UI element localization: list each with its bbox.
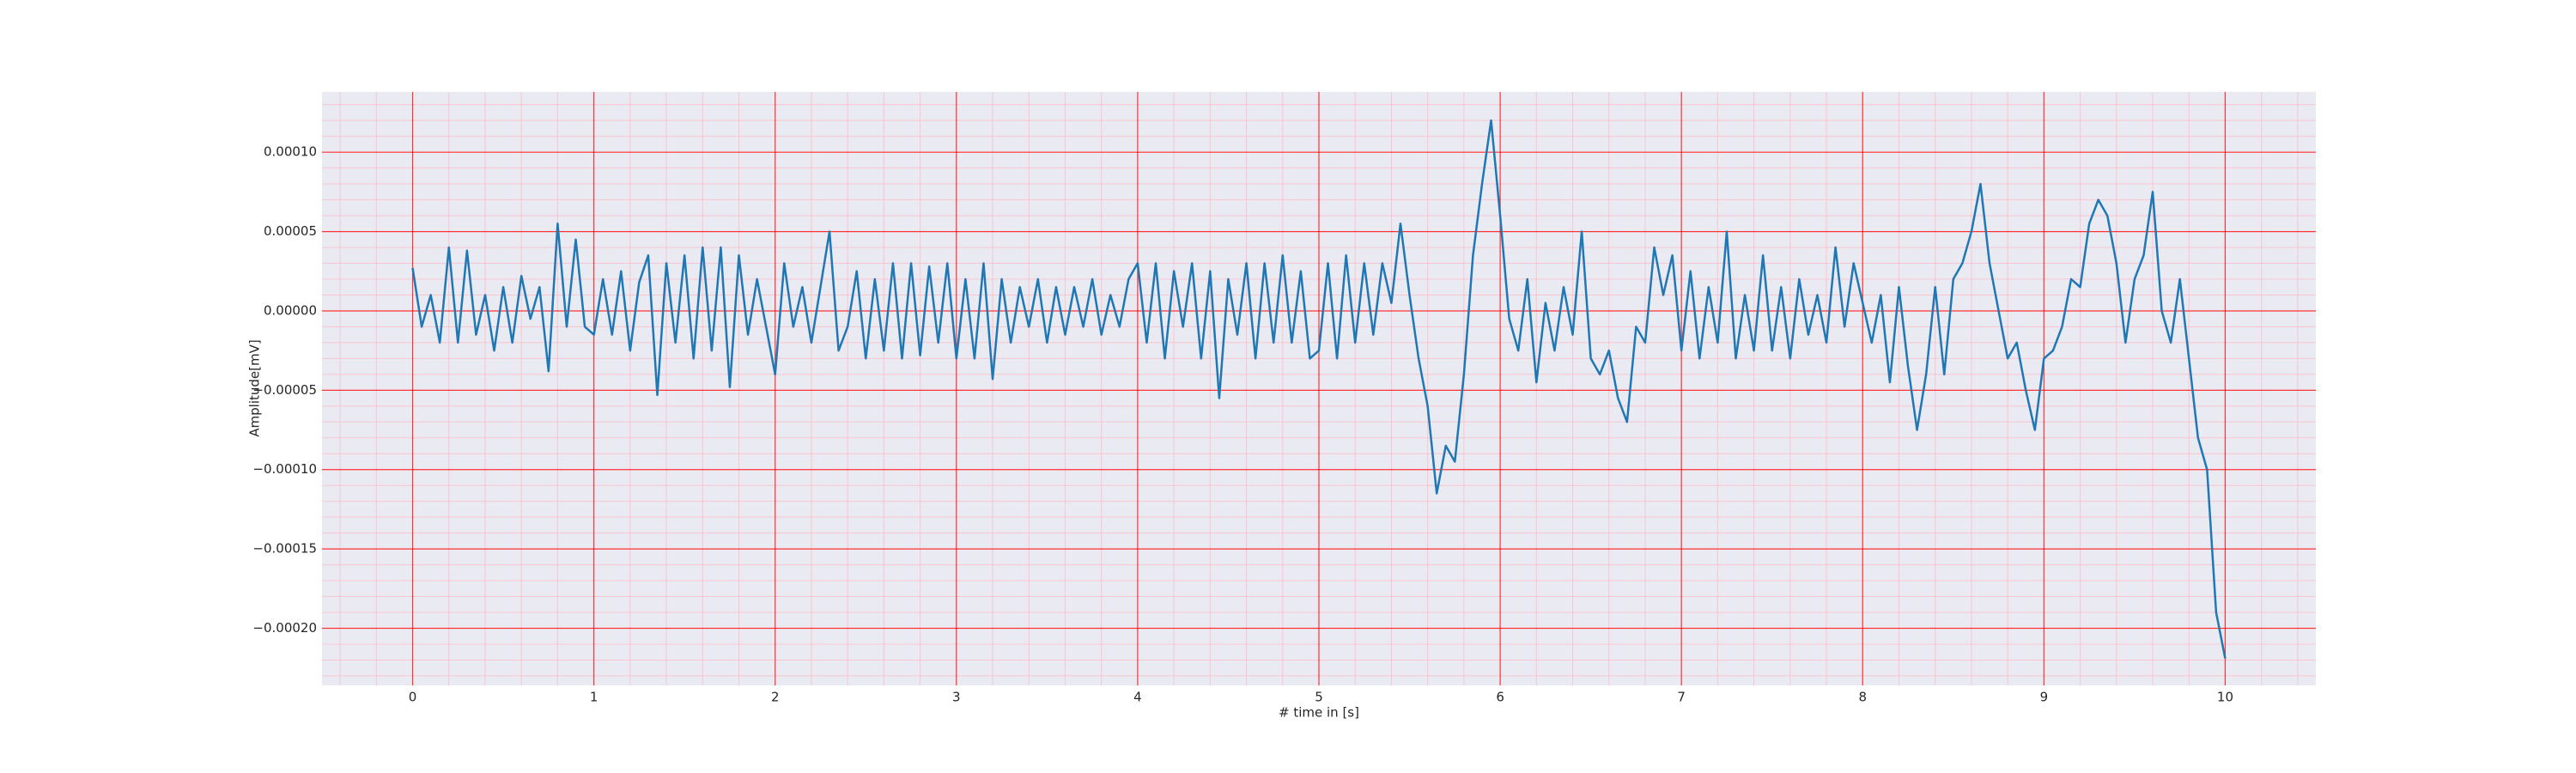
x-tick-label: 8 bbox=[1858, 690, 1867, 705]
y-tick-label: 0.00005 bbox=[264, 223, 317, 239]
y-tick-label: −0.00010 bbox=[252, 461, 317, 477]
x-tick-label: 10 bbox=[2217, 690, 2233, 705]
y-tick-label: −0.00015 bbox=[252, 541, 317, 557]
labels: # time in [s] Amplitude[mV] 0 1 2 3 4 5 6 7 8 9 10… bbox=[247, 144, 2234, 721]
x-tick-label: 5 bbox=[1315, 690, 1323, 705]
y-tick-label: −0.00005 bbox=[252, 382, 317, 398]
x-axis-label: # time in [s] bbox=[1279, 705, 1359, 721]
x-tick-label: 1 bbox=[590, 690, 598, 705]
y-tick-label: 0.00000 bbox=[264, 302, 317, 318]
x-tick-label: 2 bbox=[771, 690, 780, 705]
x-tick-label: 4 bbox=[1133, 690, 1142, 705]
y-tick-label: 0.00010 bbox=[264, 144, 317, 160]
x-tick-label: 6 bbox=[1496, 690, 1504, 705]
x-tick-label: 9 bbox=[2040, 690, 2049, 705]
x-tick-label: 7 bbox=[1677, 690, 1686, 705]
y-tick-label: −0.00020 bbox=[252, 620, 317, 636]
x-tick-label: 0 bbox=[409, 690, 417, 705]
signal-line bbox=[411, 119, 2227, 659]
x-tick-label: 3 bbox=[952, 690, 961, 705]
y-axis-label: Amplitude[mV] bbox=[247, 339, 263, 436]
lines bbox=[411, 119, 2227, 659]
grid bbox=[322, 92, 2316, 685]
